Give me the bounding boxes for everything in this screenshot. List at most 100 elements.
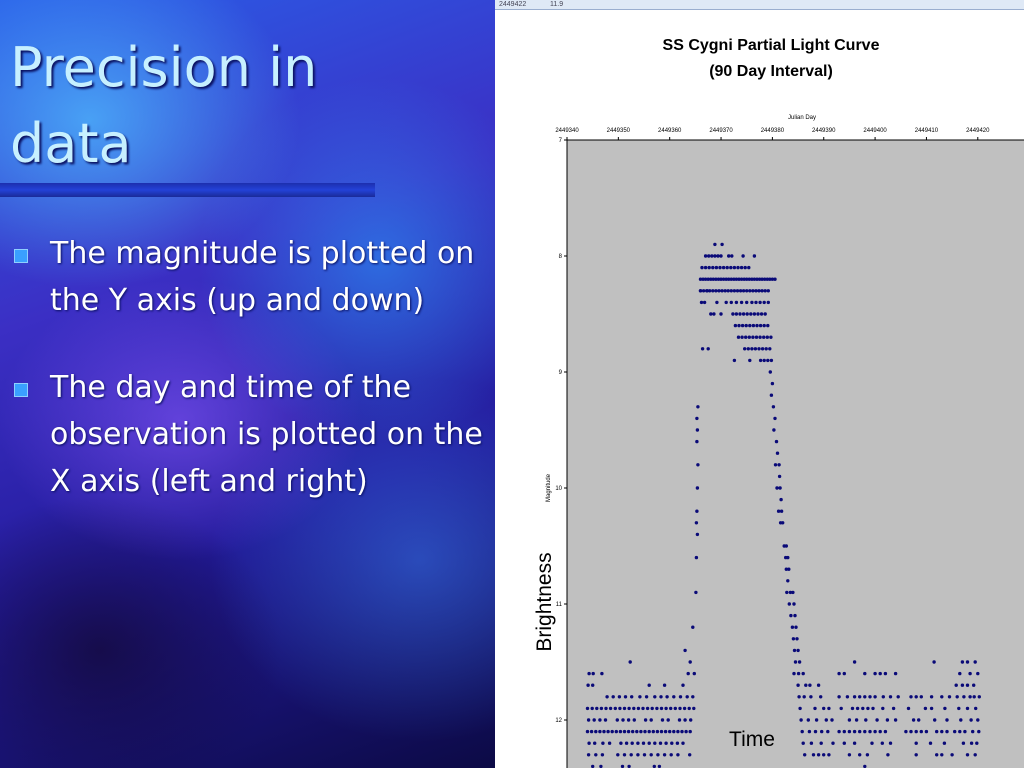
observation-point xyxy=(804,683,808,687)
observation-point xyxy=(973,753,977,757)
observation-point xyxy=(620,764,625,768)
observation-point xyxy=(677,718,682,722)
y-tick-label: 11 xyxy=(556,602,563,608)
observation-point xyxy=(676,729,680,734)
observation-point xyxy=(688,660,692,664)
observation-point xyxy=(977,695,981,699)
observation-point xyxy=(652,764,656,768)
observation-point xyxy=(954,683,958,687)
observation-point xyxy=(824,718,828,722)
observation-point xyxy=(711,289,715,293)
observation-point xyxy=(712,312,716,316)
chart-title: SS Cygni Partial Light Curve xyxy=(663,37,880,54)
observation-point xyxy=(792,648,797,653)
observation-point xyxy=(914,741,918,745)
observation-point xyxy=(757,277,762,281)
observation-point xyxy=(845,695,850,699)
observation-point xyxy=(943,706,947,711)
observation-point xyxy=(631,729,635,734)
observation-point xyxy=(702,300,707,305)
observation-point xyxy=(729,265,733,270)
observation-point xyxy=(700,265,704,270)
observation-point xyxy=(799,718,803,722)
observation-point xyxy=(733,323,738,328)
observation-point xyxy=(858,753,862,757)
observation-point xyxy=(672,729,676,734)
observation-point xyxy=(787,567,791,571)
observation-point xyxy=(779,497,783,502)
observation-point xyxy=(647,729,651,734)
observation-point xyxy=(928,741,933,745)
observation-point xyxy=(662,683,667,687)
observation-point xyxy=(842,671,846,676)
observation-point xyxy=(672,695,676,699)
observation-point xyxy=(666,718,670,722)
observation-point xyxy=(796,671,801,676)
observation-point xyxy=(636,741,640,745)
observation-point xyxy=(819,695,823,699)
observation-point xyxy=(594,753,598,757)
observation-point xyxy=(695,509,699,513)
observation-point xyxy=(622,729,627,734)
observation-point xyxy=(830,718,834,722)
observation-point xyxy=(591,764,595,768)
observation-point xyxy=(787,602,791,606)
observation-point xyxy=(960,660,965,664)
observation-point xyxy=(687,706,691,711)
x-tick-label: 2449380 xyxy=(761,128,785,134)
observation-point xyxy=(791,637,796,641)
observation-point xyxy=(969,741,974,745)
x-tick-label: 2449340 xyxy=(555,128,579,134)
observation-point xyxy=(751,323,756,328)
bullet-item-magnitude: The magnitude is plotted on the Y axis (… xyxy=(14,230,484,324)
observation-point xyxy=(852,729,857,734)
observation-point xyxy=(673,706,677,711)
observation-point xyxy=(600,753,605,757)
observation-point xyxy=(764,347,768,351)
observation-point xyxy=(585,729,590,734)
observation-point xyxy=(607,741,612,745)
observation-point xyxy=(965,753,970,757)
observation-point xyxy=(732,289,737,293)
observation-point xyxy=(626,729,631,734)
x-axis-ticks: 2449340 2449350 2449360 2449370 2449380 24493… xyxy=(555,128,990,140)
observation-point xyxy=(808,683,812,687)
observation-point xyxy=(590,706,594,711)
observation-point xyxy=(940,753,944,757)
observation-point xyxy=(705,289,709,293)
observation-point xyxy=(762,335,766,339)
observation-point xyxy=(852,741,857,745)
observation-point xyxy=(752,312,757,316)
observation-point xyxy=(641,741,646,745)
observation-point xyxy=(769,335,773,339)
observation-point xyxy=(822,753,826,757)
observation-point xyxy=(732,277,736,281)
observation-point xyxy=(664,741,668,745)
y-tick-label: 10 xyxy=(555,486,562,492)
observation-point xyxy=(670,741,674,745)
observation-point xyxy=(734,312,739,316)
observation-point xyxy=(773,463,778,467)
observation-point xyxy=(779,509,784,513)
observation-point xyxy=(706,347,710,351)
observation-point xyxy=(700,347,705,351)
observation-point xyxy=(858,729,862,734)
observation-point xyxy=(893,718,898,722)
observation-point xyxy=(749,312,753,316)
observation-point xyxy=(883,671,888,676)
observation-point xyxy=(741,312,746,316)
observation-point xyxy=(611,695,615,699)
observation-point xyxy=(669,753,673,757)
observation-point xyxy=(793,660,798,664)
observation-point xyxy=(660,718,665,722)
strip-cell-magnitude: 11.9 xyxy=(550,1,564,8)
observation-point xyxy=(669,706,673,711)
observation-point xyxy=(659,695,663,699)
observation-point xyxy=(738,289,743,293)
observation-point xyxy=(716,277,721,281)
square-bullet-icon xyxy=(14,383,28,397)
bullet-text-magnitude: The magnitude is plotted on the Y axis (… xyxy=(50,236,475,318)
observation-point xyxy=(766,300,770,305)
observation-point xyxy=(639,729,643,734)
observation-point xyxy=(603,718,608,722)
